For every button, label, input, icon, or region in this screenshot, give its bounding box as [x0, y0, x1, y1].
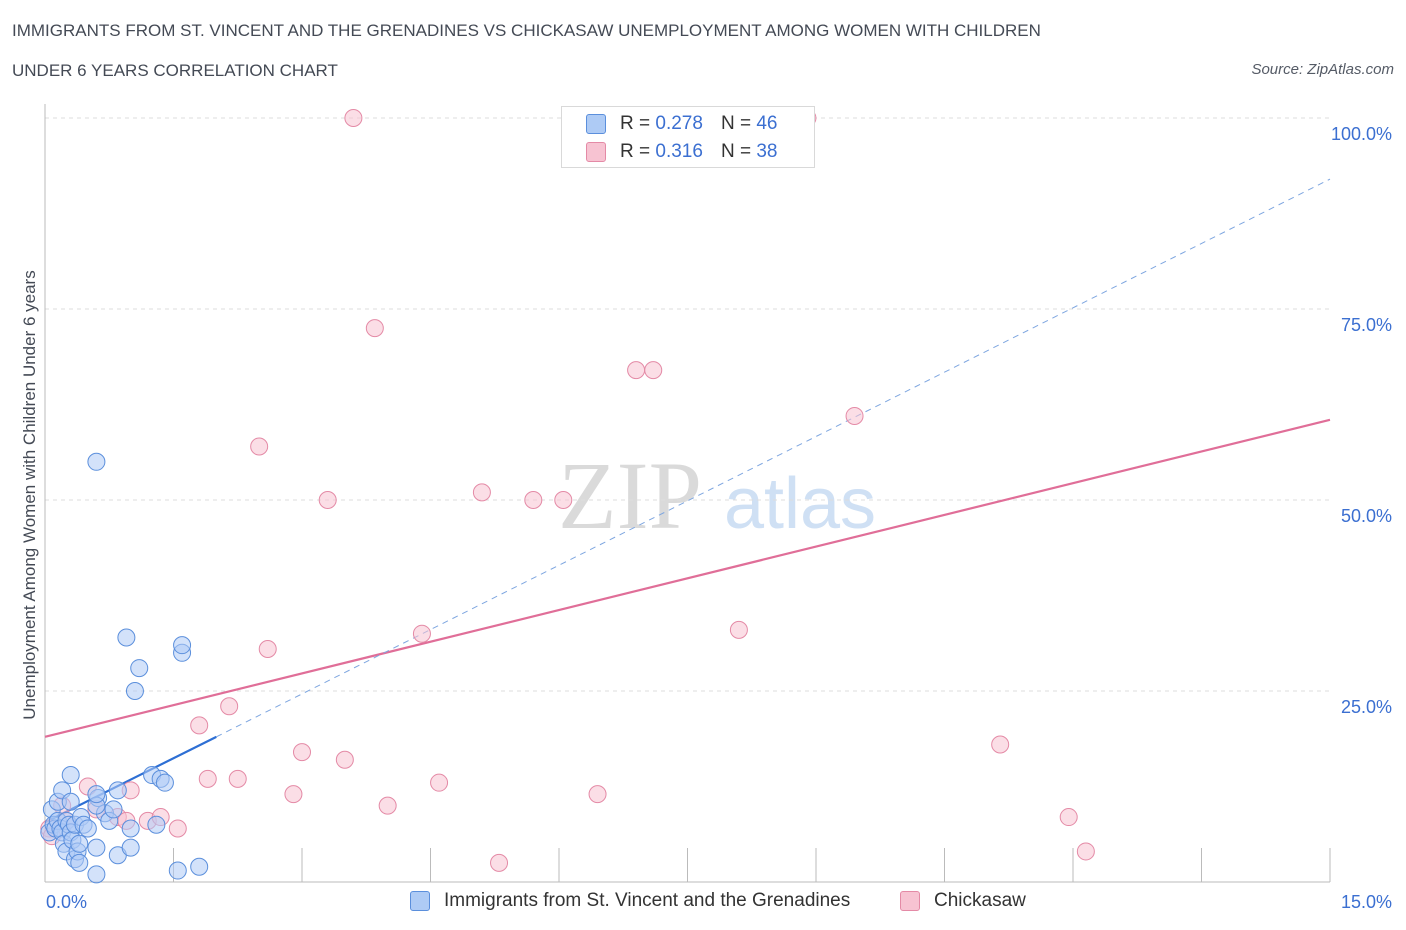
legend-r-value: 0.316 [655, 141, 703, 162]
immigrants-point [155, 773, 174, 792]
immigrants-point [121, 838, 140, 857]
legend-r-value: 0.278 [655, 113, 703, 134]
bottom-legend-immigrants: Immigrants from St. Vincent and the Gren… [410, 890, 850, 912]
x-tick-label-max: 15.0% [1341, 892, 1392, 912]
bottom-legend-swatch-blue [410, 891, 430, 911]
grid-lines [45, 117, 1330, 692]
chickasaw-point [1076, 842, 1095, 861]
chickasaw-point [430, 773, 449, 792]
x-tick-label-min: 0.0% [46, 892, 87, 912]
immigrants-points [40, 452, 209, 884]
immigrants-point [70, 853, 89, 872]
chickasaw-point [412, 624, 431, 643]
legend-n-value: 46 [756, 113, 778, 134]
immigrants-point [61, 792, 80, 811]
legend-r-label: R = [620, 113, 651, 134]
bottom-legend-label: Immigrants from St. Vincent and the Gren… [444, 890, 851, 911]
source-credit: Source: ZipAtlas.com [1251, 61, 1394, 78]
immigrants-point [108, 781, 127, 800]
legend-row-immigrants: R = 0.278 N = 46 [586, 113, 777, 135]
immigrants-point [87, 785, 106, 804]
chickasaw-point [284, 785, 303, 804]
y-tick-labels: 25.0% 50.0% 75.0% 100.0% [1331, 124, 1392, 717]
watermark: ZIP atlas [558, 442, 876, 549]
chickasaw-point [250, 437, 269, 456]
immigrants-point [70, 834, 89, 853]
chickasaw-point [845, 406, 864, 425]
immigrants-point [78, 819, 97, 838]
legend-n-label: N = [720, 141, 752, 162]
bottom-legend-chickasaw: Chickasaw [900, 890, 1026, 912]
x-tick-labels: 0.0% 15.0% [46, 892, 1392, 912]
chart-title: IMMIGRANTS FROM ST. VINCENT AND THE GREN… [12, 21, 1041, 40]
y-tick-label: 75.0% [1341, 315, 1392, 335]
immigrants-point [190, 857, 209, 876]
chickasaw-point [344, 109, 363, 127]
legend-n-value: 38 [756, 141, 778, 162]
trend-line-chickasaw [44, 418, 1331, 738]
bottom-legend-swatch-pink [900, 891, 920, 911]
chickasaw-point [524, 491, 543, 509]
immigrants-point [168, 861, 187, 880]
immigrants-point [173, 636, 192, 655]
watermark-atlas: atlas [724, 464, 876, 544]
chickasaw-point [644, 361, 663, 380]
legend-n-label: N = [720, 113, 752, 134]
chickasaw-point [554, 491, 573, 509]
y-tick-label: 25.0% [1341, 697, 1392, 717]
chickasaw-point [490, 853, 509, 872]
chickasaw-point [318, 491, 337, 509]
axes [44, 104, 1331, 883]
chickasaw-point [1059, 808, 1078, 827]
chickasaw-point [472, 483, 491, 502]
immigrants-point [117, 628, 136, 647]
immigrants-point [147, 815, 166, 834]
chickasaw-point [335, 750, 354, 769]
chickasaw-point [729, 620, 748, 639]
bottom-legend-label: Chickasaw [934, 890, 1026, 911]
chickasaw-point [378, 796, 397, 815]
immigrants-point [61, 766, 80, 785]
chickasaw-point [365, 319, 384, 338]
immigrants-point [104, 800, 123, 819]
immigrants-point [125, 682, 144, 700]
immigrants-point [87, 452, 106, 471]
chickasaw-point [220, 697, 239, 716]
immigrants-point [130, 659, 149, 678]
immigrants-point [121, 819, 140, 838]
trend-line-immigrants-extended [216, 178, 1331, 738]
legend-r-label: R = [620, 141, 651, 162]
chickasaw-point [190, 716, 209, 735]
correlation-legend: R = 0.278 N = 46 R = 0.316 N = 38 [561, 106, 815, 168]
chart-subtitle: UNDER 6 YEARS CORRELATION CHART [12, 61, 338, 80]
chickasaw-point [627, 361, 646, 380]
chickasaw-point [168, 819, 187, 838]
immigrants-point [87, 865, 106, 884]
legend-swatch-blue [586, 114, 606, 134]
chickasaw-point [258, 639, 277, 658]
watermark-zip: ZIP [558, 442, 702, 549]
y-tick-label: 50.0% [1341, 506, 1392, 526]
y-tick-label: 100.0% [1331, 124, 1392, 144]
chickasaw-point [991, 735, 1010, 754]
immigrants-point [87, 838, 106, 857]
legend-row-chickasaw: R = 0.316 N = 38 [586, 141, 777, 163]
chickasaw-point [228, 769, 247, 788]
legend-swatch-pink [586, 142, 606, 162]
chickasaw-point [198, 769, 217, 788]
chickasaw-point [293, 743, 311, 762]
chickasaw-point [588, 785, 607, 804]
